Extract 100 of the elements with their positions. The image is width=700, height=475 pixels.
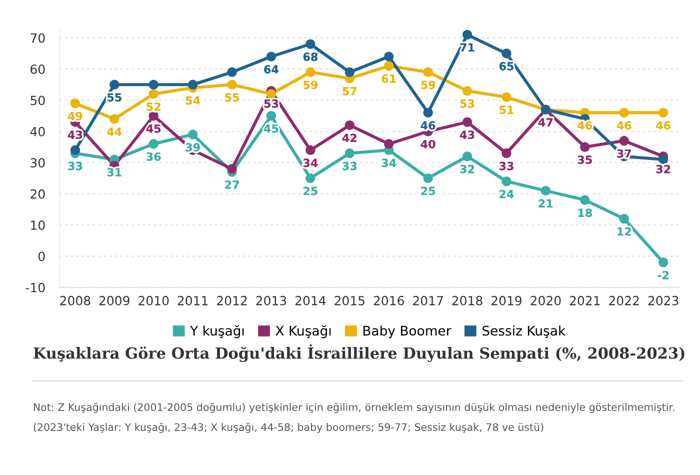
x-tick-label: 2009	[99, 296, 130, 306]
data-label: 32	[460, 164, 474, 174]
point	[344, 67, 355, 78]
point	[502, 92, 512, 102]
data-label: 34	[382, 158, 396, 168]
data-label: 65	[499, 62, 514, 70]
point	[306, 67, 316, 78]
data-label: 45	[264, 124, 278, 133]
point	[423, 67, 433, 78]
point	[148, 110, 158, 121]
data-label: 25	[421, 186, 436, 196]
point	[619, 108, 629, 118]
data-label: 24	[500, 190, 514, 198]
y-tick-label: 60	[30, 64, 45, 74]
x-tick-label: 2011	[178, 296, 208, 306]
point	[462, 152, 472, 162]
data-label: 44	[107, 128, 122, 136]
point	[266, 52, 276, 62]
x-tick-label: 2008	[60, 296, 90, 306]
data-label: 49	[68, 112, 82, 120]
point	[306, 145, 316, 155]
point	[423, 173, 433, 184]
data-label: 42	[342, 134, 356, 142]
point	[110, 80, 120, 90]
data-label: 34	[303, 158, 318, 168]
point	[502, 48, 512, 58]
point	[502, 148, 512, 158]
point	[384, 61, 394, 71]
y-tick-label: 10	[31, 220, 45, 230]
x-tick-label: 2018	[452, 296, 482, 306]
point	[148, 139, 158, 149]
point	[462, 30, 472, 40]
x-tick-label: 2019	[491, 296, 522, 306]
data-label: 54	[186, 96, 200, 105]
data-label: 53	[460, 99, 474, 108]
point	[188, 130, 198, 140]
data-label: 31	[107, 168, 122, 176]
data-label: 46	[616, 121, 632, 130]
data-label: 46	[420, 121, 436, 130]
point	[266, 89, 276, 99]
data-label: 40	[420, 140, 436, 148]
y-tick-label: -10	[26, 282, 45, 292]
point	[462, 117, 472, 127]
data-label: 25	[304, 186, 318, 196]
point	[227, 164, 237, 174]
point	[148, 89, 158, 99]
data-label: 47	[538, 118, 553, 126]
data-label: 21	[538, 199, 553, 208]
data-label: 12	[618, 227, 631, 236]
point	[227, 80, 237, 90]
x-tick-label: 2010	[138, 296, 169, 306]
text: Not: Z Kuşağındaki (2001-2005 doğumlu) yetişkinler için eğilim, örneklem sayısının düşük olması nedeniyle gösterilmemiştir.	[34, 402, 674, 414]
point	[658, 108, 668, 118]
point	[344, 148, 355, 158]
data-label: 46	[578, 121, 592, 130]
data-label: 43	[460, 130, 474, 140]
point	[70, 98, 80, 108]
point	[658, 258, 668, 268]
data-label: 18	[578, 208, 592, 217]
data-label: 59	[421, 80, 436, 90]
data-label: 61	[382, 74, 396, 83]
legend-label: Y kuşağı	[190, 325, 244, 338]
data-label: 32	[656, 164, 670, 174]
data-label: -2	[658, 270, 669, 280]
legend-label: X Kuşağı	[276, 325, 331, 338]
point	[344, 120, 355, 130]
x-tick-label: 2017	[413, 296, 443, 306]
data-label: 33	[499, 162, 514, 170]
point	[266, 110, 276, 121]
point	[306, 39, 316, 49]
data-label: 57	[342, 87, 356, 96]
data-label: 55	[225, 93, 239, 102]
x-tick-label: 2022	[609, 296, 639, 306]
y-tick-label: 40	[30, 126, 45, 136]
y-tick-label: 0	[38, 252, 45, 262]
x-tick-label: 2015	[334, 296, 364, 306]
point	[580, 195, 590, 205]
point	[110, 114, 120, 124]
x-tick-label: 2013	[256, 296, 286, 306]
point	[384, 52, 394, 62]
x-tick-label: 2023	[648, 296, 678, 306]
data-label: 27	[225, 180, 239, 189]
point	[619, 136, 629, 146]
y-tick-label: 20	[30, 189, 45, 199]
data-label: 43	[68, 130, 82, 140]
point	[148, 80, 158, 90]
data-label: 59	[304, 80, 318, 90]
point	[384, 139, 394, 149]
x-tick-label: 2012	[217, 296, 247, 306]
y-tick-label: 30	[30, 158, 45, 168]
data-label: 33	[342, 162, 356, 170]
point	[188, 80, 198, 90]
point	[70, 145, 80, 155]
legend-label: Baby Boomer	[363, 325, 452, 338]
point	[580, 142, 590, 152]
text: Kuşaklara Göre Orta Doğu'daki İsraillilere Duyulan Sempati (%, 2008-2023)	[34, 344, 684, 362]
data-label: 68	[303, 52, 318, 62]
data-label: 46	[656, 121, 670, 130]
data-label: 36	[146, 152, 161, 161]
y-tick-label: 50	[30, 96, 45, 106]
